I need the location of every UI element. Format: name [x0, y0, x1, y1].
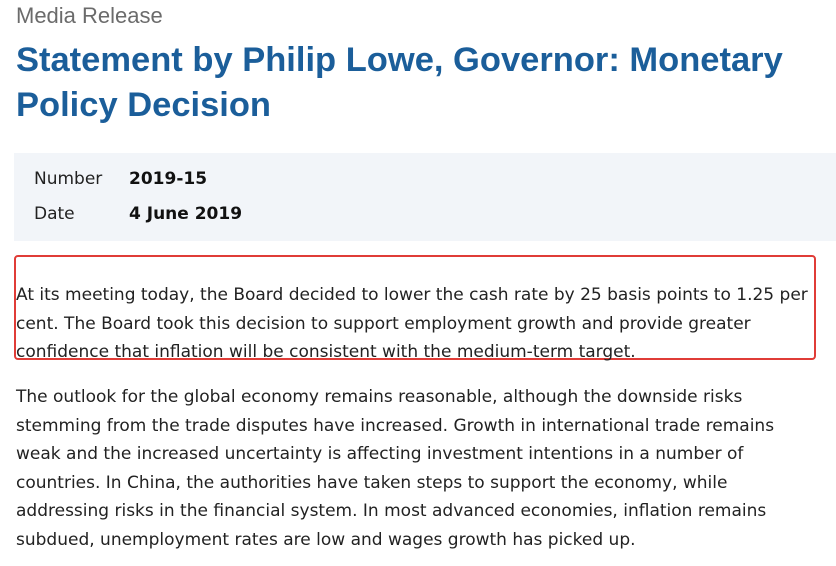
date-value: 4 June 2019: [129, 204, 243, 224]
highlight-box: [14, 255, 816, 360]
meta-box: Number 2019-15 Date 4 June 2019: [14, 153, 836, 241]
number-label: Number: [34, 169, 103, 189]
date-label: Date: [34, 204, 75, 224]
paragraph-decision: At its meeting today, the Board decided …: [16, 285, 808, 362]
kicker: Media Release: [16, 3, 163, 28]
page-title: Statement by Philip Lowe, Governor: Mone…: [16, 41, 783, 124]
paragraph-outlook: The outlook for the global economy remai…: [16, 387, 775, 550]
number-value: 2019-15: [129, 169, 208, 189]
